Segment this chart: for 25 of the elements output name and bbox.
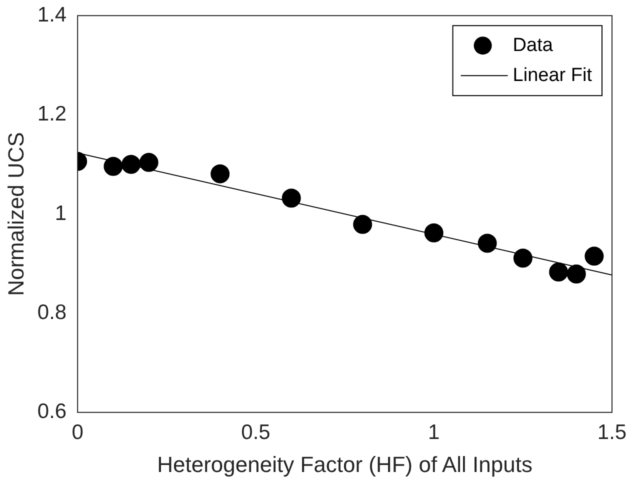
x-tick-label: 0 [72,420,84,444]
point [353,214,372,234]
point [282,188,301,208]
point [424,223,444,242]
y-tick-label: 1.4 [37,3,67,26]
point [139,152,158,172]
y-axis-title: Normalized UCS [3,132,28,296]
x-axis-title: Heterogeneity Factor (HF) of All Inputs [157,452,532,477]
y-tick-label: 0.8 [37,300,67,324]
x-tick-label: 0.5 [241,420,270,444]
x-tick-label: 1 [428,420,440,444]
y-tick-label: 0.6 [37,400,67,424]
point [478,234,497,253]
y-tick-label: 1 [54,202,67,225]
point [210,164,230,184]
point [122,154,141,174]
legend-label: Linear Fit [512,64,593,86]
point [104,156,123,176]
x-tick-label: 1.5 [597,420,627,444]
legend-label: Data [512,34,554,56]
point [584,246,604,266]
y-tick-label: 1.2 [37,102,67,126]
point [566,264,586,284]
point [513,248,532,268]
point [549,262,568,282]
